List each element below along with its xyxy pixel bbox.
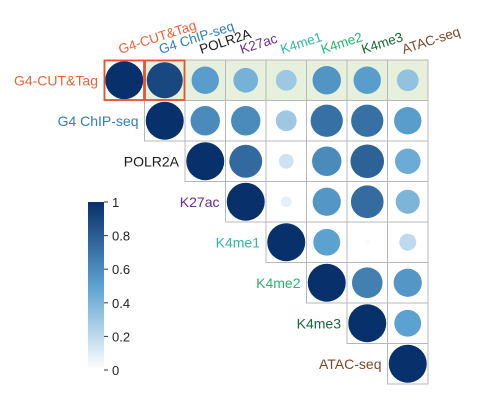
corr-circle-g4-chip-seq-k4me3 xyxy=(351,104,384,137)
corr-circle-k4me2-atac-seq xyxy=(393,268,422,297)
corr-circle-k27ac-atac-seq xyxy=(395,189,420,214)
corr-circle-g4-chip-seq-atac-seq xyxy=(394,107,422,135)
row-label-k4me1: K4me1 xyxy=(216,234,261,250)
corr-circle-g4-chip-seq-g4-chip-seq xyxy=(145,101,184,140)
row-label-k4me3: K4me3 xyxy=(297,315,342,331)
corr-circle-k4me1-atac-seq xyxy=(399,233,417,251)
colorbar-tick-label: 0.6 xyxy=(112,262,130,277)
col-label-atac-seq: ATAC-seq xyxy=(400,24,462,57)
corr-circle-g4-cut-tag-k4me1 xyxy=(275,69,297,91)
corr-circle-k27ac-k27ac xyxy=(226,182,265,221)
corr-circle-k4me1-k4me1 xyxy=(267,223,306,262)
corr-circle-polr2a-k4me1 xyxy=(278,153,294,169)
colorbar-tick-label: 1 xyxy=(112,195,119,210)
colorbar xyxy=(88,202,104,370)
corr-circle-g4-chip-seq-polr2a xyxy=(190,106,220,136)
colorbar-tick-label: 0 xyxy=(112,363,119,378)
row-label-g4-chip-seq: G4 ChIP-seq xyxy=(58,113,139,129)
colorbar-tick-label: 0.4 xyxy=(112,296,130,311)
row-label-k4me2: K4me2 xyxy=(256,275,301,291)
corr-circle-g4-cut-tag-k4me2 xyxy=(312,66,341,95)
row-label-polr2a: POLR2A xyxy=(124,153,180,169)
corr-circle-k27ac-k4me2 xyxy=(312,187,341,216)
colorbar-tick-label: 0.2 xyxy=(112,329,130,344)
corr-circle-k27ac-k4me1 xyxy=(280,196,292,208)
col-label-k4me1: K4me1 xyxy=(279,29,324,56)
corr-circle-polr2a-polr2a xyxy=(186,142,225,181)
row-label-k27ac: K27ac xyxy=(180,194,220,210)
corr-circle-polr2a-k4me3 xyxy=(350,144,385,179)
corr-circle-polr2a-atac-seq xyxy=(395,148,421,174)
corr-circle-k4me2-k4me3 xyxy=(351,267,383,299)
row-label-atac-seq: ATAC-seq xyxy=(319,356,382,372)
corr-circle-polr2a-k27ac xyxy=(229,144,263,178)
corr-circle-g4-chip-seq-k4me1 xyxy=(275,110,297,132)
corr-circle-g4-cut-tag-k27ac xyxy=(233,67,259,93)
corr-circle-polr2a-k4me2 xyxy=(312,146,342,176)
col-label-k4me2: K4me2 xyxy=(319,29,364,56)
corr-circle-g4-cut-tag-g4-chip-seq xyxy=(146,62,183,99)
corr-circle-g4-chip-seq-k27ac xyxy=(231,106,261,136)
corr-circle-k4me3-atac-seq xyxy=(394,309,422,337)
grid-cell xyxy=(387,343,429,385)
corr-circle-k4me2-k4me2 xyxy=(307,263,346,302)
corr-circle-k4me3-k4me3 xyxy=(348,304,387,343)
row-label-g4-cut-tag: G4-CUT&Tag xyxy=(14,72,98,88)
colorbar-tick-label: 0.8 xyxy=(112,229,130,244)
corr-circle-g4-cut-tag-k4me3 xyxy=(353,66,381,94)
corr-circle-k27ac-k4me3 xyxy=(350,185,384,219)
corr-circle-g4-cut-tag-g4-cut-tag xyxy=(105,61,144,100)
corr-circle-k4me1-k4me2 xyxy=(313,228,341,256)
corr-circle-g4-cut-tag-polr2a xyxy=(191,66,219,94)
col-label-k4me3: K4me3 xyxy=(360,29,405,56)
highlight-box xyxy=(144,59,186,101)
corr-circle-k4me1-k4me3 xyxy=(364,239,370,245)
corr-circle-atac-seq-atac-seq xyxy=(388,344,427,383)
corr-circle-g4-cut-tag-atac-seq xyxy=(396,69,419,92)
corr-circle-g4-chip-seq-k4me2 xyxy=(310,104,343,137)
highlight-box xyxy=(103,59,145,101)
